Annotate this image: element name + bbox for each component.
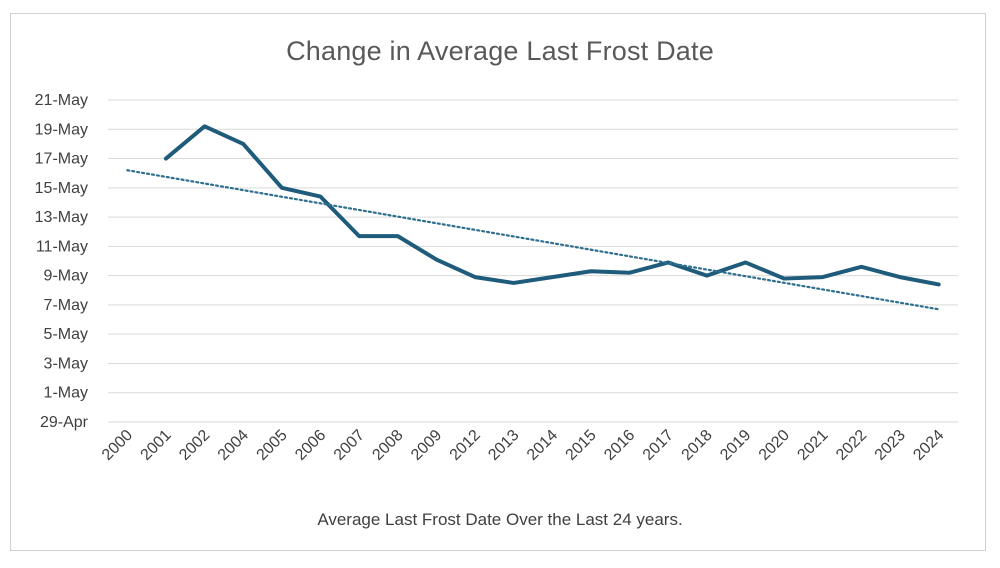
x-tick-label: 2023: [872, 427, 909, 464]
x-tick-label: 2005: [254, 427, 291, 464]
x-tick-label: 2019: [717, 427, 754, 464]
y-tick-label: 9-May: [44, 268, 88, 285]
y-tick-label: 17-May: [35, 151, 88, 168]
x-tick-label: 2004: [215, 427, 252, 464]
x-tick-label: 2007: [331, 427, 368, 464]
y-tick-label: 3-May: [44, 355, 88, 372]
x-tick-label: 2018: [679, 427, 716, 464]
x-tick-label: 2002: [176, 427, 213, 464]
y-tick-label: 13-May: [35, 209, 88, 226]
x-tick-label: 2024: [910, 427, 947, 464]
x-tick-label: 2013: [485, 427, 522, 464]
y-tick-label: 1-May: [44, 385, 88, 402]
y-tick-label: 7-May: [44, 297, 88, 314]
x-tick-label: 2016: [601, 427, 638, 464]
y-tick-label: 5-May: [44, 326, 88, 343]
trendline: [126, 169, 940, 311]
y-tick-label: 29-Apr: [40, 414, 89, 431]
chart-caption: Average Last Frost Date Over the Last 24…: [317, 510, 683, 529]
y-tick-label: 21-May: [35, 92, 88, 109]
x-tick-label: 2008: [369, 427, 406, 464]
x-tick-label: 2000: [99, 427, 136, 464]
x-tick-label: 2001: [138, 427, 175, 464]
x-tick-label: 2017: [640, 427, 677, 464]
y-tick-label: 19-May: [35, 121, 88, 138]
x-tick-label: 2006: [292, 427, 329, 464]
y-tick-label: 11-May: [36, 238, 88, 255]
x-tick-label: 2020: [756, 427, 793, 464]
x-tick-label: 2012: [447, 427, 484, 464]
x-tick-label: 2009: [408, 427, 445, 464]
x-tick-label: 2021: [794, 427, 831, 464]
chart-title: Change in Average Last Frost Date: [286, 36, 714, 66]
x-tick-label: 2014: [524, 427, 561, 464]
series-line: [163, 124, 941, 287]
x-tick-label: 2015: [563, 427, 600, 464]
x-tick-label: 2022: [833, 427, 870, 464]
y-tick-label: 15-May: [35, 180, 88, 197]
